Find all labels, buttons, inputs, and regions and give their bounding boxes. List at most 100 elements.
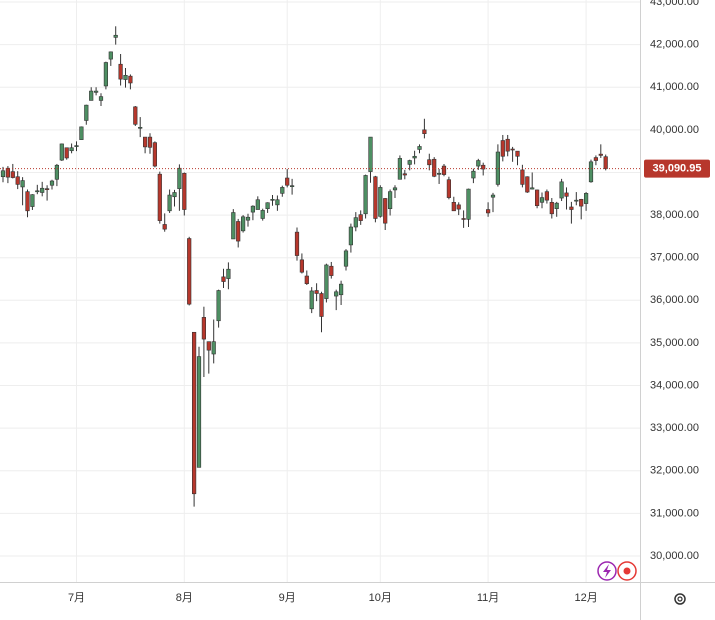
- candle-body: [201, 317, 207, 340]
- y-tick-label: 40,000.00: [650, 124, 699, 136]
- y-tick-label: 31,000.00: [650, 507, 699, 519]
- candle-body: [64, 147, 69, 159]
- candle-body: [432, 158, 437, 177]
- x-tick-label: 9月: [279, 592, 296, 604]
- candle-body: [422, 129, 427, 134]
- candle-body: [89, 90, 94, 101]
- candle-body: [206, 341, 211, 351]
- candle-body: [530, 187, 535, 190]
- candle-body: [510, 148, 515, 151]
- y-tick-label: 37,000.00: [650, 252, 699, 264]
- y-tick-label: 42,000.00: [650, 39, 699, 51]
- candle-body: [485, 209, 491, 214]
- candle-body: [245, 216, 251, 221]
- candle-body: [44, 188, 50, 190]
- candle-body: [534, 189, 540, 207]
- candle-body: [241, 216, 246, 232]
- candle-body: [211, 341, 216, 355]
- candle-body: [324, 264, 329, 299]
- candle-body: [118, 63, 123, 80]
- candle-body: [373, 176, 378, 219]
- candle-body: [544, 191, 549, 201]
- candle-body: [603, 156, 608, 169]
- candle-body: [157, 173, 162, 221]
- candle-body: [162, 224, 167, 230]
- x-tick-label: 10月: [369, 592, 392, 604]
- candle-body: [221, 276, 226, 282]
- candle-body: [49, 180, 55, 186]
- candle-body: [319, 293, 324, 317]
- record-button[interactable]: [617, 561, 637, 581]
- candle-body: [15, 176, 20, 185]
- candle-body: [569, 206, 574, 210]
- candle-body: [187, 238, 192, 305]
- candle-body: [363, 175, 368, 215]
- candle-body: [108, 51, 113, 60]
- candle-body: [216, 290, 221, 322]
- candle-body: [378, 187, 383, 217]
- price-tag-label: 39,090.95: [653, 162, 702, 174]
- candle-body: [192, 331, 197, 495]
- candle-body: [329, 265, 334, 276]
- candle-body: [392, 187, 398, 191]
- candle-body: [505, 138, 510, 152]
- candle-body: [358, 214, 363, 221]
- candle-body: [74, 145, 79, 147]
- y-tick-label: 33,000.00: [650, 422, 699, 434]
- candle-body: [10, 171, 15, 178]
- candle-body: [407, 160, 412, 165]
- candle-body: [461, 218, 466, 220]
- candle-body: [285, 177, 290, 186]
- candle-body: [549, 201, 554, 215]
- candle-body: [103, 62, 108, 87]
- candle-body: [593, 157, 598, 161]
- candle-body: [417, 146, 422, 150]
- candle-body: [265, 202, 270, 209]
- candle-body: [471, 170, 476, 179]
- candle-body: [138, 126, 143, 129]
- candle-body: [304, 275, 309, 284]
- candle-body: [515, 150, 520, 157]
- candle-body: [451, 201, 456, 212]
- settings-button[interactable]: [674, 593, 686, 605]
- candle-body: [314, 290, 319, 294]
- x-tick-label: 11月: [477, 592, 499, 604]
- candle-body: [500, 140, 505, 157]
- candle-body: [338, 283, 344, 296]
- candle-body: [441, 165, 447, 175]
- candle-body: [579, 199, 584, 207]
- candle-body: [270, 199, 275, 201]
- candle-body: [427, 159, 432, 166]
- candle-body: [123, 75, 128, 80]
- candle-body: [128, 75, 133, 84]
- candle-body: [260, 210, 265, 219]
- candle-body: [5, 167, 10, 178]
- candle-body: [520, 169, 525, 185]
- candle-body: [113, 34, 118, 38]
- candle-body: [69, 147, 74, 152]
- candle-body: [583, 193, 589, 204]
- candle-body: [167, 194, 172, 212]
- candle-body: [564, 192, 569, 197]
- y-tick-label: 36,000.00: [650, 294, 699, 306]
- candle-body: [289, 185, 295, 187]
- candle-body: [250, 205, 256, 213]
- candle-body: [40, 187, 45, 193]
- x-tick-label: 12月: [574, 592, 597, 604]
- candle-body: [231, 212, 236, 240]
- candle-body: [196, 356, 202, 468]
- candle-body: [525, 176, 530, 193]
- candle-body: [309, 290, 314, 310]
- candle-body: [598, 153, 603, 156]
- candle-body: [412, 155, 417, 159]
- y-tick-label: 35,000.00: [650, 337, 699, 349]
- lightning-button[interactable]: [597, 561, 617, 581]
- candle-body: [383, 198, 388, 224]
- candle-body: [353, 217, 358, 228]
- y-tick-label: 32,000.00: [650, 465, 699, 477]
- candle-body: [143, 136, 148, 148]
- candle-body: [554, 202, 559, 209]
- candle-body: [446, 179, 452, 198]
- candle-body: [177, 167, 182, 189]
